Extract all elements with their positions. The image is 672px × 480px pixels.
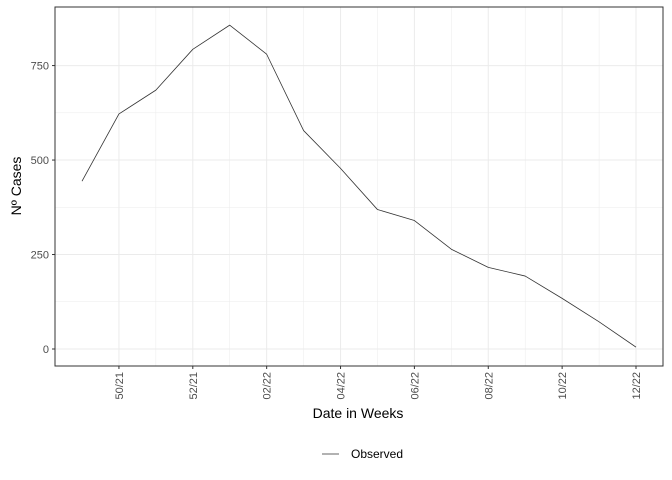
y-tick-label: 500 (31, 155, 49, 167)
x-tick-label: 08/22 (483, 372, 495, 400)
y-tick-label: 750 (31, 61, 49, 73)
x-tick-label: 02/22 (262, 372, 274, 400)
y-axis: 0 250 500 750 (31, 61, 55, 356)
x-axis-title: Date in Weeks (313, 405, 404, 421)
x-tick-label: 52/21 (188, 372, 200, 400)
series-line-observed (81, 24, 637, 348)
legend-label-observed: Observed (351, 447, 403, 461)
x-tick-label: 10/22 (557, 372, 569, 400)
x-tick-label: 04/22 (336, 372, 348, 400)
y-axis-title: Nº Cases (8, 157, 24, 216)
x-axis: 50/21 52/21 02/22 04/22 06/22 08/22 10/22 12/22 (114, 366, 643, 400)
grid-lines (55, 7, 663, 366)
y-tick-label: 250 (31, 250, 49, 262)
series-observed (81, 24, 637, 348)
x-tick-label: 50/21 (114, 372, 126, 400)
panel-border (54, 6, 664, 367)
legend: Observed (322, 447, 403, 461)
y-tick-label: 0 (43, 344, 49, 356)
x-tick-label: 06/22 (409, 372, 421, 400)
x-tick-label: 12/22 (631, 372, 643, 400)
